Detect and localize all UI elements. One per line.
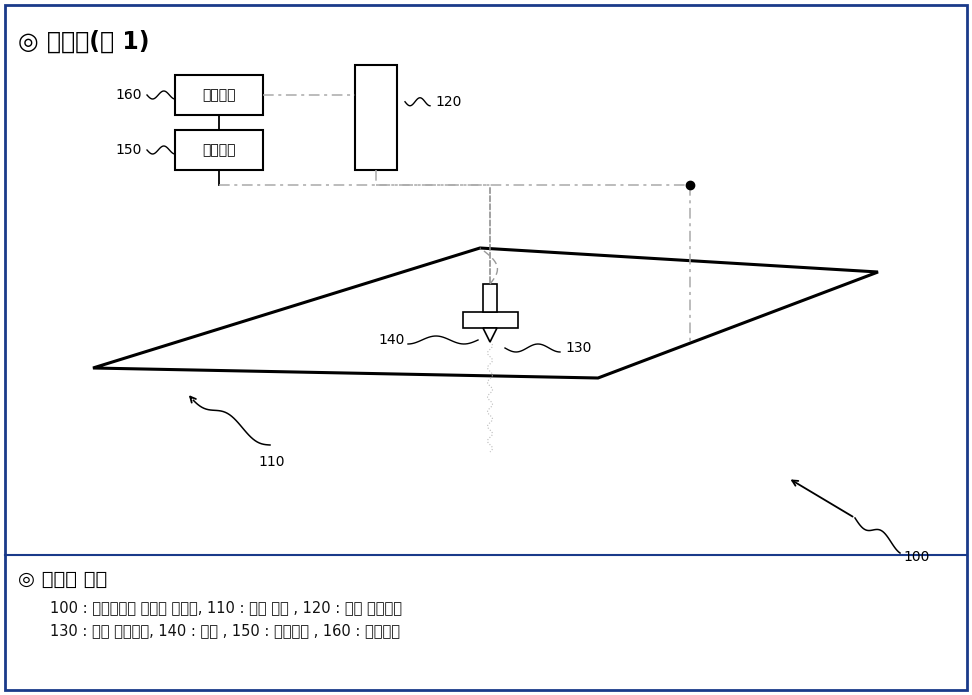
Bar [175,75,263,115]
Bar [463,312,517,328]
Text: ◎ 대표도(도 1): ◎ 대표도(도 1) [18,30,150,54]
Text: 120: 120 [435,95,462,108]
Text: 130 : 수평 이동수단, 140 : 노즐 , 150 : 공급장치 , 160 : 제어장치: 130 : 수평 이동수단, 140 : 노즐 , 150 : 공급장치 , 1… [50,623,400,638]
Text: 150: 150 [116,143,142,157]
Text: 100 : 수직굴착용 워터젯 시스템, 110 : 수평 레일 , 120 : 수직 이동수단: 100 : 수직굴착용 워터젯 시스템, 110 : 수평 레일 , 120 :… [50,600,402,615]
Polygon shape [483,328,497,342]
Text: 140: 140 [379,333,405,347]
Bar [355,65,397,170]
Text: 160: 160 [116,88,142,102]
Text: ◎ 부호의 설명: ◎ 부호의 설명 [18,570,107,589]
Bar [483,284,497,312]
Bar [175,130,263,170]
Text: 100: 100 [903,550,929,564]
Text: 110: 110 [259,455,285,469]
Text: 공급장치: 공급장치 [202,143,236,157]
Text: 130: 130 [565,341,591,355]
Text: 제어장치: 제어장치 [202,88,236,102]
